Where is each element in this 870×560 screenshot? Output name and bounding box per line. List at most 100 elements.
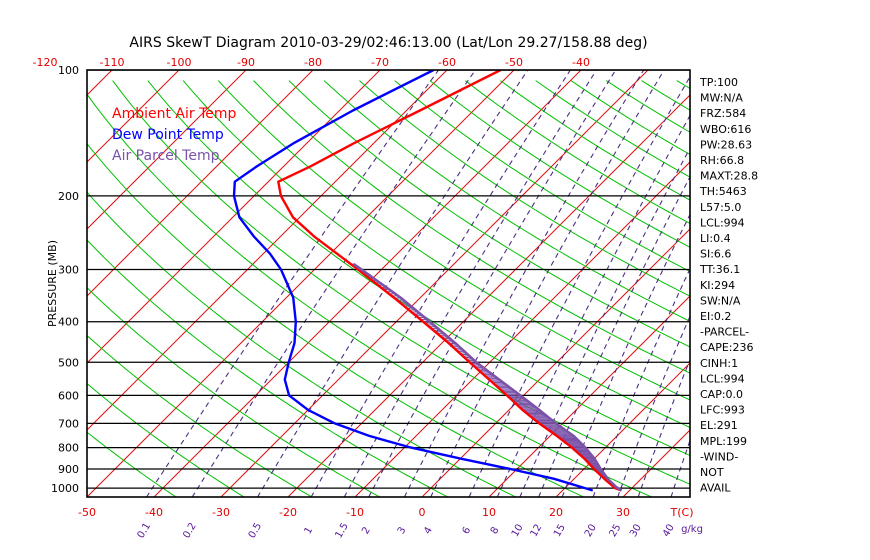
isotherm--100	[87, 70, 180, 163]
pressure-tick-800: 800	[58, 442, 79, 455]
mixing-ratio-tick-6: 6	[461, 525, 474, 536]
curve-dew-point-temp	[232, 70, 594, 492]
mixing-ratio-tick-2: 2	[360, 525, 373, 536]
cape-region	[350, 263, 616, 487]
mixing-ratio-tick-40: 40	[661, 522, 677, 539]
bottom-temp-tick--40: -40	[145, 506, 163, 519]
pressure-tick-300: 300	[58, 264, 79, 277]
bottom-temp-tick-30: 30	[616, 506, 630, 519]
stat-cinh: CINH:1	[700, 357, 738, 370]
mixing-ratio-tick-10: 10	[510, 523, 526, 540]
data-curves	[232, 70, 623, 492]
dry-adiabat-190	[641, 80, 690, 111]
x-axis-label: T(C)	[670, 506, 694, 519]
pressure-tick-1000: 1000	[51, 482, 79, 495]
stat-si: SI:6.6	[700, 248, 731, 261]
stat-mpl: MPL:199	[700, 435, 747, 448]
pressure-tick-200: 200	[58, 190, 79, 203]
stat-el: EL:291	[700, 419, 738, 432]
isotherm-60	[824, 70, 870, 497]
bottom-temp-tick-0: 0	[419, 506, 426, 519]
mixing-ratio-line-30	[637, 358, 690, 497]
dry-adiabat-160	[535, 80, 690, 178]
dry-adiabat-120	[394, 80, 690, 273]
mixing-ratio-line-3	[403, 70, 645, 497]
stat-wbo: WBO:616	[700, 123, 751, 136]
dry-adiabat--40	[87, 431, 177, 497]
isotherm--120	[0, 70, 45, 497]
stat-cap: CAP:0.0	[700, 388, 743, 401]
dry-adiabat--10	[87, 286, 381, 497]
dry-adiabat-0	[87, 239, 448, 497]
stat-avail: AVAIL	[700, 482, 731, 495]
top-temp-tick--60: -60	[438, 56, 456, 69]
bottom-temp-tick--20: -20	[279, 506, 297, 519]
bottom-temp-tick--30: -30	[212, 506, 230, 519]
mixing-ratio-line-6	[468, 75, 690, 497]
mixing-ratio-line-20	[592, 267, 690, 497]
stat-cape: CAPE:236	[700, 341, 754, 354]
isotherm--30	[220, 70, 649, 497]
dry-adiabat-140	[464, 80, 690, 225]
isotherm--70	[87, 70, 381, 364]
mixing-ratio-line-12	[538, 175, 690, 497]
grid-layer	[0, 70, 870, 497]
top-temp-tick--50: -50	[505, 56, 523, 69]
mixing-ratio-tick-4: 4	[422, 525, 435, 536]
mixing-ratio-line-0.2	[191, 70, 476, 497]
mixing-ratio-tick-15: 15	[552, 522, 568, 539]
pressure-tick-700: 700	[58, 417, 79, 430]
top-temp-tick--80: -80	[304, 56, 322, 69]
bottom-temp-tick-10: 10	[482, 506, 496, 519]
mixing-ratio-line-8	[496, 114, 690, 497]
stat-th: TH:5463	[699, 185, 747, 198]
stat-ki: KI:294	[700, 279, 735, 292]
mixing-ratio-tick-8: 8	[489, 525, 502, 536]
y-axis-label: PRESSURE (MB)	[46, 240, 59, 327]
curve-air-parcel-temp	[352, 262, 623, 492]
mixing-ratio-tick-25: 25	[608, 522, 624, 539]
mixing-ratio-tick-0.5: 0.5	[247, 521, 264, 540]
pressure-tick-100: 100	[58, 64, 79, 77]
dry-adiabat--30	[87, 382, 245, 497]
top-temp-tick--70: -70	[371, 56, 389, 69]
mixing-ratio-tick-0.1: 0.1	[136, 521, 153, 540]
page-title: AIRS SkewT Diagram 2010-03-29/02:46:13.0…	[129, 35, 647, 51]
mixing-ratio-axis-label: g/kg	[681, 524, 703, 535]
stat-tt: TT:36.1	[699, 263, 740, 276]
mixing-ratio-line-0.5	[257, 70, 529, 497]
mixing-ratio-tick-0.2: 0.2	[181, 521, 198, 540]
pressure-tick-400: 400	[58, 316, 79, 329]
dry-adiabat-20	[87, 142, 584, 497]
mixing-ratio-line-15	[561, 213, 690, 497]
isotherm--60	[87, 70, 448, 431]
isotherm--90	[87, 70, 247, 230]
stat-parcel: -PARCEL-	[700, 326, 749, 339]
pressure-tick-500: 500	[58, 356, 79, 369]
stat-tp: TP:100	[699, 76, 738, 89]
dry-adiabat-110	[359, 80, 690, 297]
stat-pw: PW:28.63	[700, 138, 752, 151]
dry-adiabat--20	[87, 334, 313, 497]
isotherm--40	[153, 70, 582, 497]
mixing-ratio-line-40	[670, 439, 690, 497]
stat-rh: RH:66.8	[700, 154, 744, 167]
top-temp-tick--90: -90	[237, 56, 255, 69]
pressure-tick-600: 600	[58, 389, 79, 402]
dry-adiabat-100	[323, 80, 690, 322]
stat-wind: -WIND-	[700, 450, 738, 463]
dry-adiabat-50	[147, 80, 690, 457]
stat-lcl: LCL:994	[700, 372, 745, 385]
dry-adiabat-90	[288, 80, 690, 348]
top-temp-tick--100: -100	[167, 56, 192, 69]
dry-adiabat-150	[500, 80, 690, 201]
stat-ei: EI:0.2	[700, 310, 731, 323]
dry-adiabat-40	[112, 80, 690, 485]
stat-li: LI:0.4	[700, 232, 731, 245]
mixing-ratio-line-2	[368, 70, 617, 497]
dry-adiabat-60	[182, 80, 690, 428]
dry-adiabat-10	[87, 191, 516, 497]
dry-adiabat-70	[217, 80, 690, 401]
